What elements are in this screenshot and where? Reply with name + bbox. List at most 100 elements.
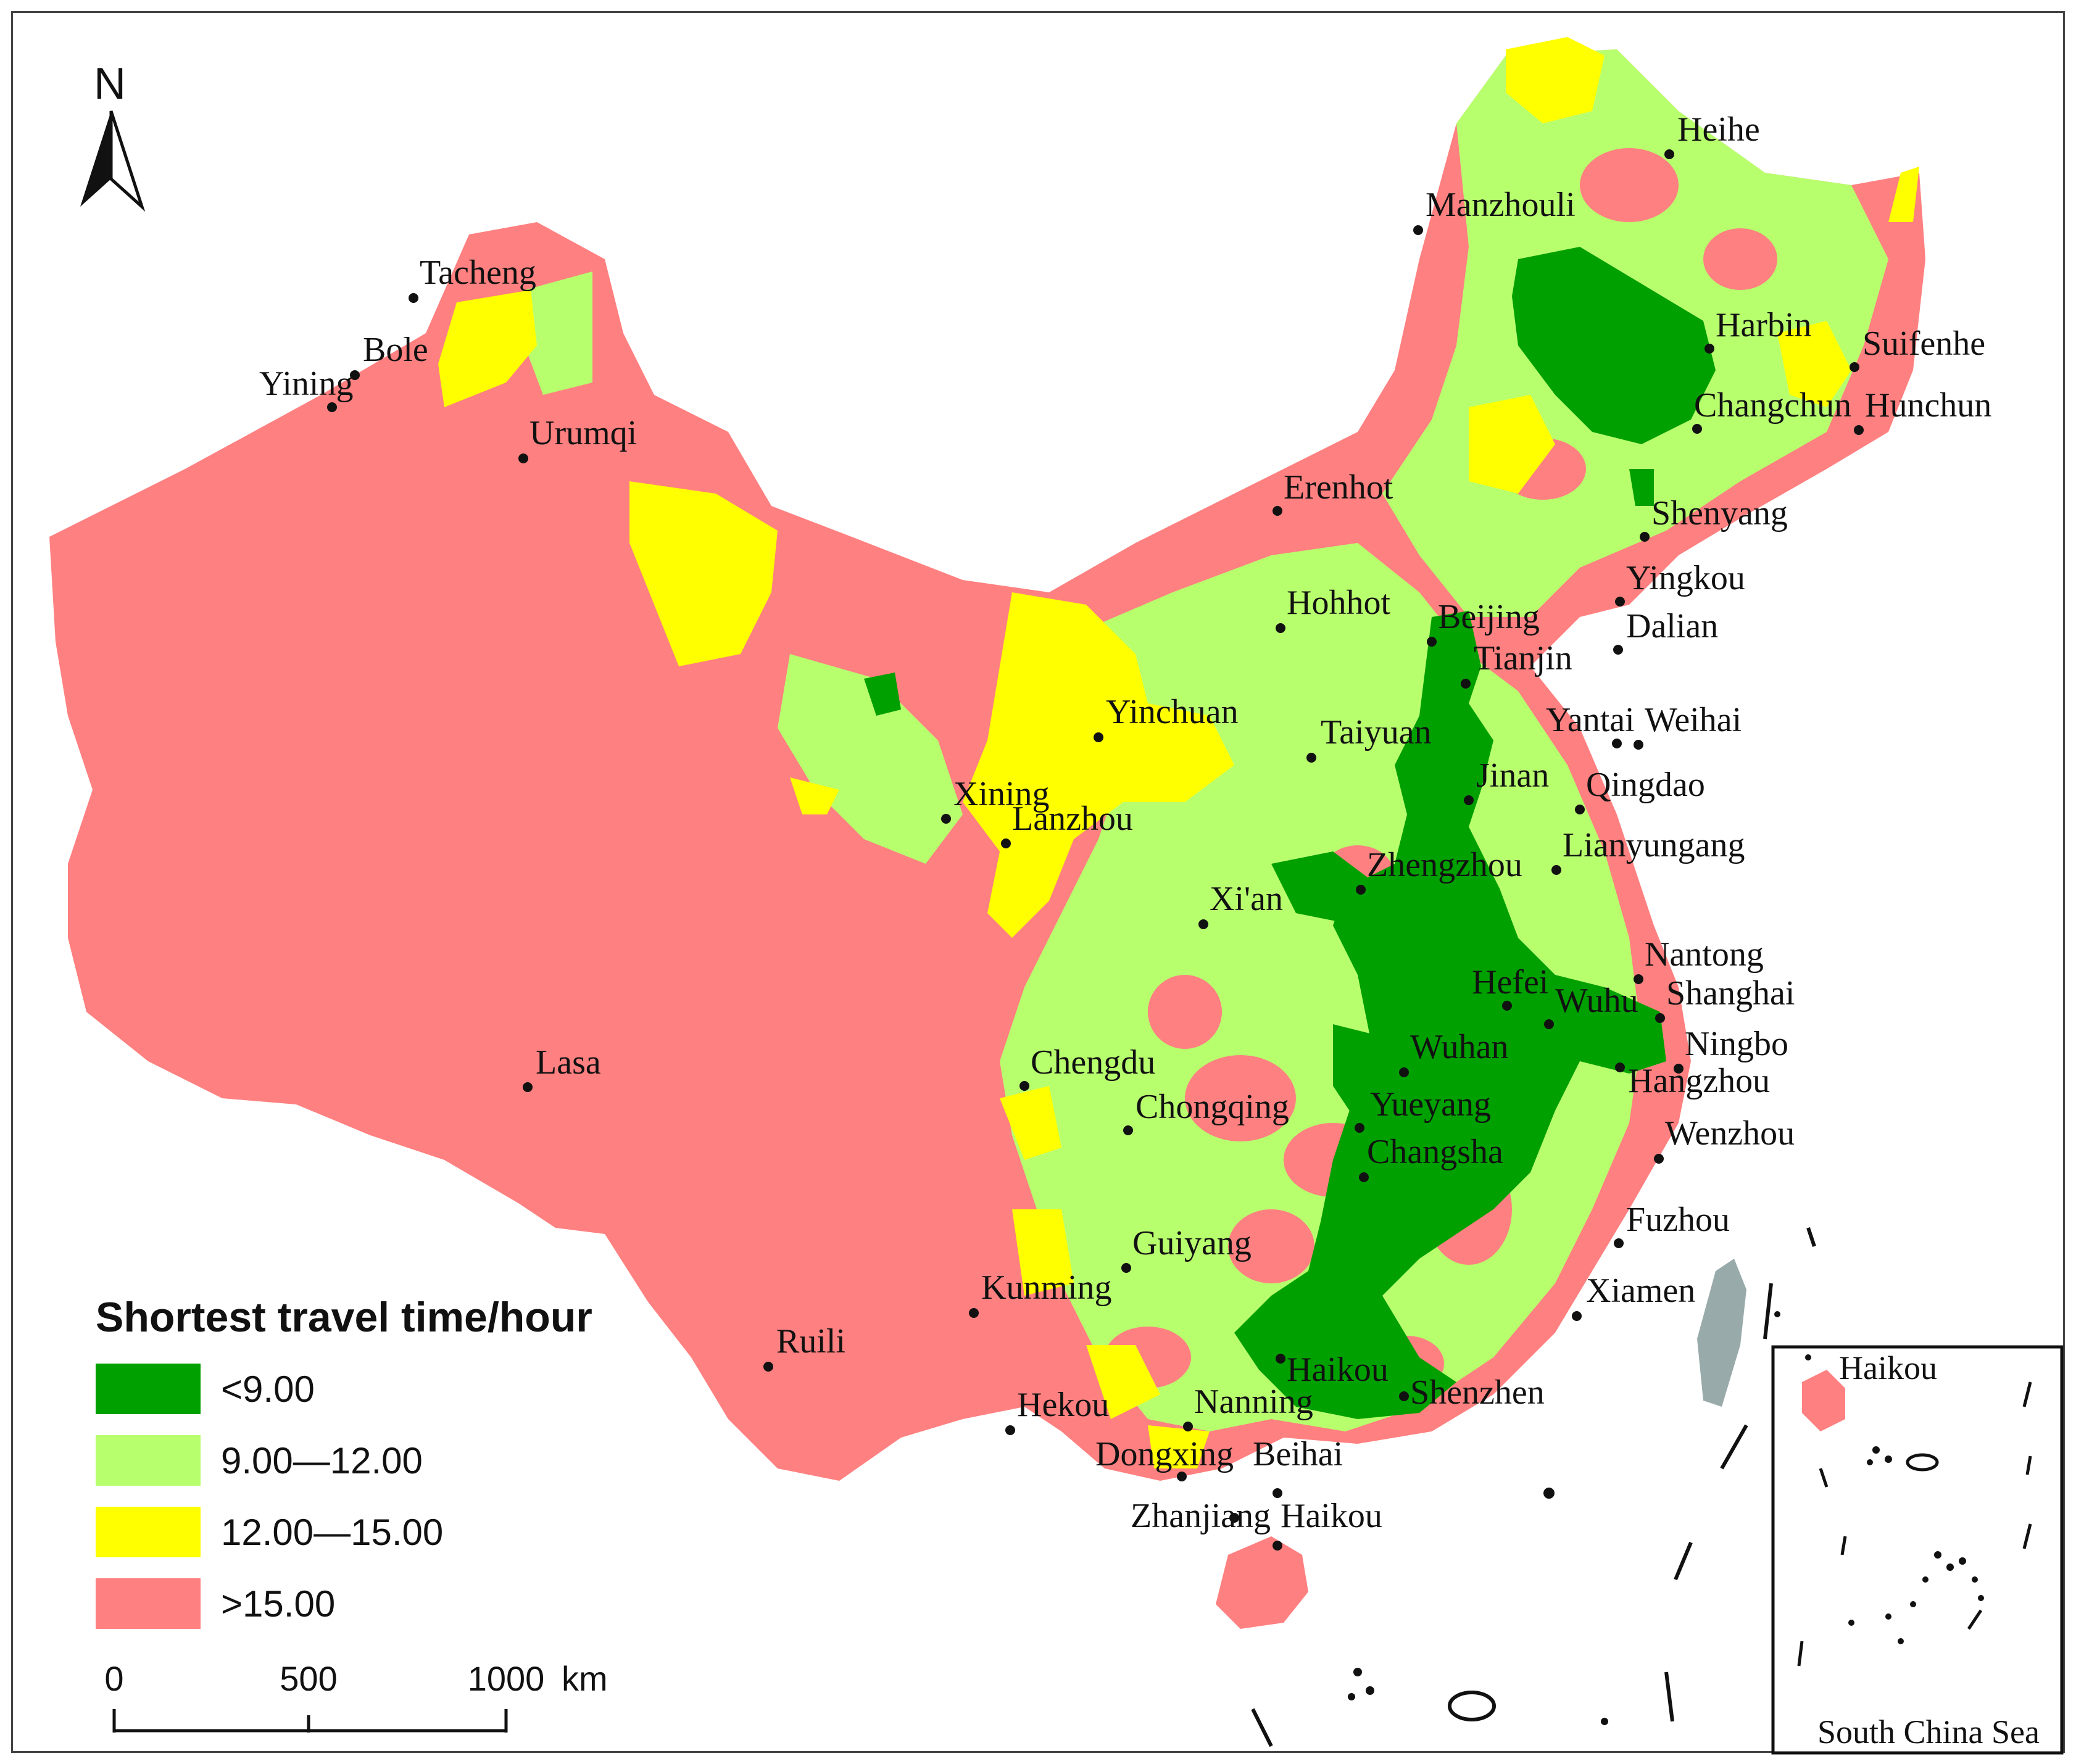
city-dot [523, 1082, 533, 1092]
city-label: Hefei [1472, 963, 1548, 1001]
city-dot [1198, 919, 1208, 929]
city-dot [1502, 1001, 1512, 1011]
city-label: Shenzhen [1410, 1373, 1545, 1412]
city-label: Tacheng [420, 254, 536, 292]
region-12-15 [438, 37, 1919, 1468]
city-markers: Heihe Manzhouli Tacheng Bole Yining Urumqi Har… [259, 110, 1991, 1551]
city-dot [1461, 679, 1471, 689]
city-dot [1614, 1238, 1624, 1248]
city-dot [1399, 1391, 1409, 1401]
scale-label-1000: 1000 [468, 1659, 545, 1698]
city-label: Ruili [776, 1322, 845, 1360]
inset-boundary-dashes [1797, 1381, 2032, 1667]
city-dot [1399, 1067, 1409, 1077]
city-dot [1273, 506, 1282, 516]
legend-label: 9.00—12.00 [221, 1440, 423, 1481]
city-label: Yantai [1546, 701, 1635, 739]
city-dot [1850, 362, 1859, 372]
legend-swatch [96, 1364, 201, 1414]
city-dot [1121, 1263, 1131, 1273]
city-label: Jinan [1476, 756, 1549, 795]
region-hainan [1216, 1536, 1308, 1629]
city-dot [1575, 805, 1585, 814]
city-label: Lanzhou [1012, 800, 1133, 838]
city-label: Urumqi [529, 414, 637, 452]
city-dot [409, 293, 418, 303]
scale-bar: 0 500 1000 km [104, 1659, 608, 1733]
city-dot [1276, 1354, 1285, 1364]
sea-boundary-dashes [1251, 1227, 1816, 1747]
city-label: Xining [953, 775, 1050, 813]
city-dot [1306, 753, 1316, 763]
city-dot [1544, 1019, 1554, 1029]
city-dot [1177, 1472, 1187, 1481]
legend-label: <9.00 [221, 1369, 315, 1410]
city-dot [327, 402, 337, 412]
city-label: Hekou [1017, 1386, 1109, 1424]
city-label: Chengdu [1031, 1043, 1155, 1082]
city-label: Changchun [1694, 386, 1851, 424]
city-label: Haikou [1287, 1351, 1389, 1389]
city-label: Qingdao [1586, 766, 1705, 804]
city-label: Lianyungang [1563, 826, 1745, 864]
city-dot [1615, 1062, 1625, 1072]
city-label: Heihe [1677, 110, 1760, 149]
city-label: Nanning [1194, 1383, 1313, 1421]
inset-city-label: Haikou [1839, 1349, 1937, 1386]
city-dot [1273, 1488, 1282, 1498]
city-dot [1413, 225, 1423, 235]
city-label: Dalian [1626, 607, 1718, 645]
inset-hainan [1802, 1370, 1845, 1431]
city-dot [1704, 344, 1714, 354]
legend-swatch [96, 1507, 201, 1557]
region-taiwan [1697, 1259, 1746, 1407]
city-label: Beijing [1438, 598, 1540, 636]
city-label: Guiyang [1132, 1224, 1252, 1262]
city-dot [1692, 424, 1702, 434]
city-label: Yueyang [1370, 1085, 1491, 1124]
city-label: Wuhu [1555, 982, 1638, 1020]
city-label: Shenyang [1651, 494, 1788, 532]
city-label: Xi'an [1210, 880, 1283, 918]
legend-label: 12.00—15.00 [221, 1512, 443, 1553]
city-dot [1001, 839, 1011, 848]
inset-caption: South China Sea [1817, 1713, 2040, 1750]
city-label: Bole [363, 331, 428, 369]
city-label: Dongxing [1095, 1435, 1234, 1473]
city-dot [1019, 1081, 1029, 1091]
city-dot [941, 814, 951, 824]
city-dot [1273, 1541, 1282, 1551]
city-label: Yining [259, 365, 353, 403]
city-label: Ningbo [1685, 1025, 1788, 1063]
city-dot [1356, 885, 1366, 895]
scale-label-500: 500 [280, 1659, 337, 1698]
city-label: Haikou [1281, 1497, 1382, 1535]
city-dot [1612, 739, 1622, 748]
city-dot [1123, 1125, 1133, 1135]
city-label: Chongqing [1136, 1088, 1289, 1126]
city-label: Suifenhe [1862, 325, 1985, 363]
city-dot [1634, 740, 1643, 750]
city-dot [1572, 1311, 1582, 1321]
city-dot [350, 370, 360, 380]
inset-islands [1848, 1446, 1984, 1644]
city-label: Wuhan [1410, 1028, 1508, 1066]
city-dot [1355, 1123, 1364, 1133]
scale-label-0: 0 [104, 1659, 123, 1698]
city-dot [969, 1308, 979, 1318]
city-label: Xiamen [1586, 1272, 1695, 1310]
legend-swatch [96, 1435, 201, 1486]
city-dot [1094, 732, 1103, 742]
city-label: Shanghai [1666, 974, 1795, 1012]
city-label: Taiyuan [1321, 713, 1432, 752]
city-dot [1183, 1422, 1193, 1431]
city-dot [1615, 597, 1625, 607]
city-label: Fuzhou [1626, 1201, 1730, 1239]
region-under-9 [864, 247, 1716, 1419]
city-dot [1640, 532, 1650, 542]
legend-label: >15.00 [221, 1583, 335, 1625]
reef-icon [1448, 1691, 1496, 1721]
city-label: Zhanjiang [1131, 1497, 1271, 1535]
city-label: Yingkou [1626, 559, 1745, 597]
legend-title: Shortest travel time/hour [96, 1294, 592, 1341]
